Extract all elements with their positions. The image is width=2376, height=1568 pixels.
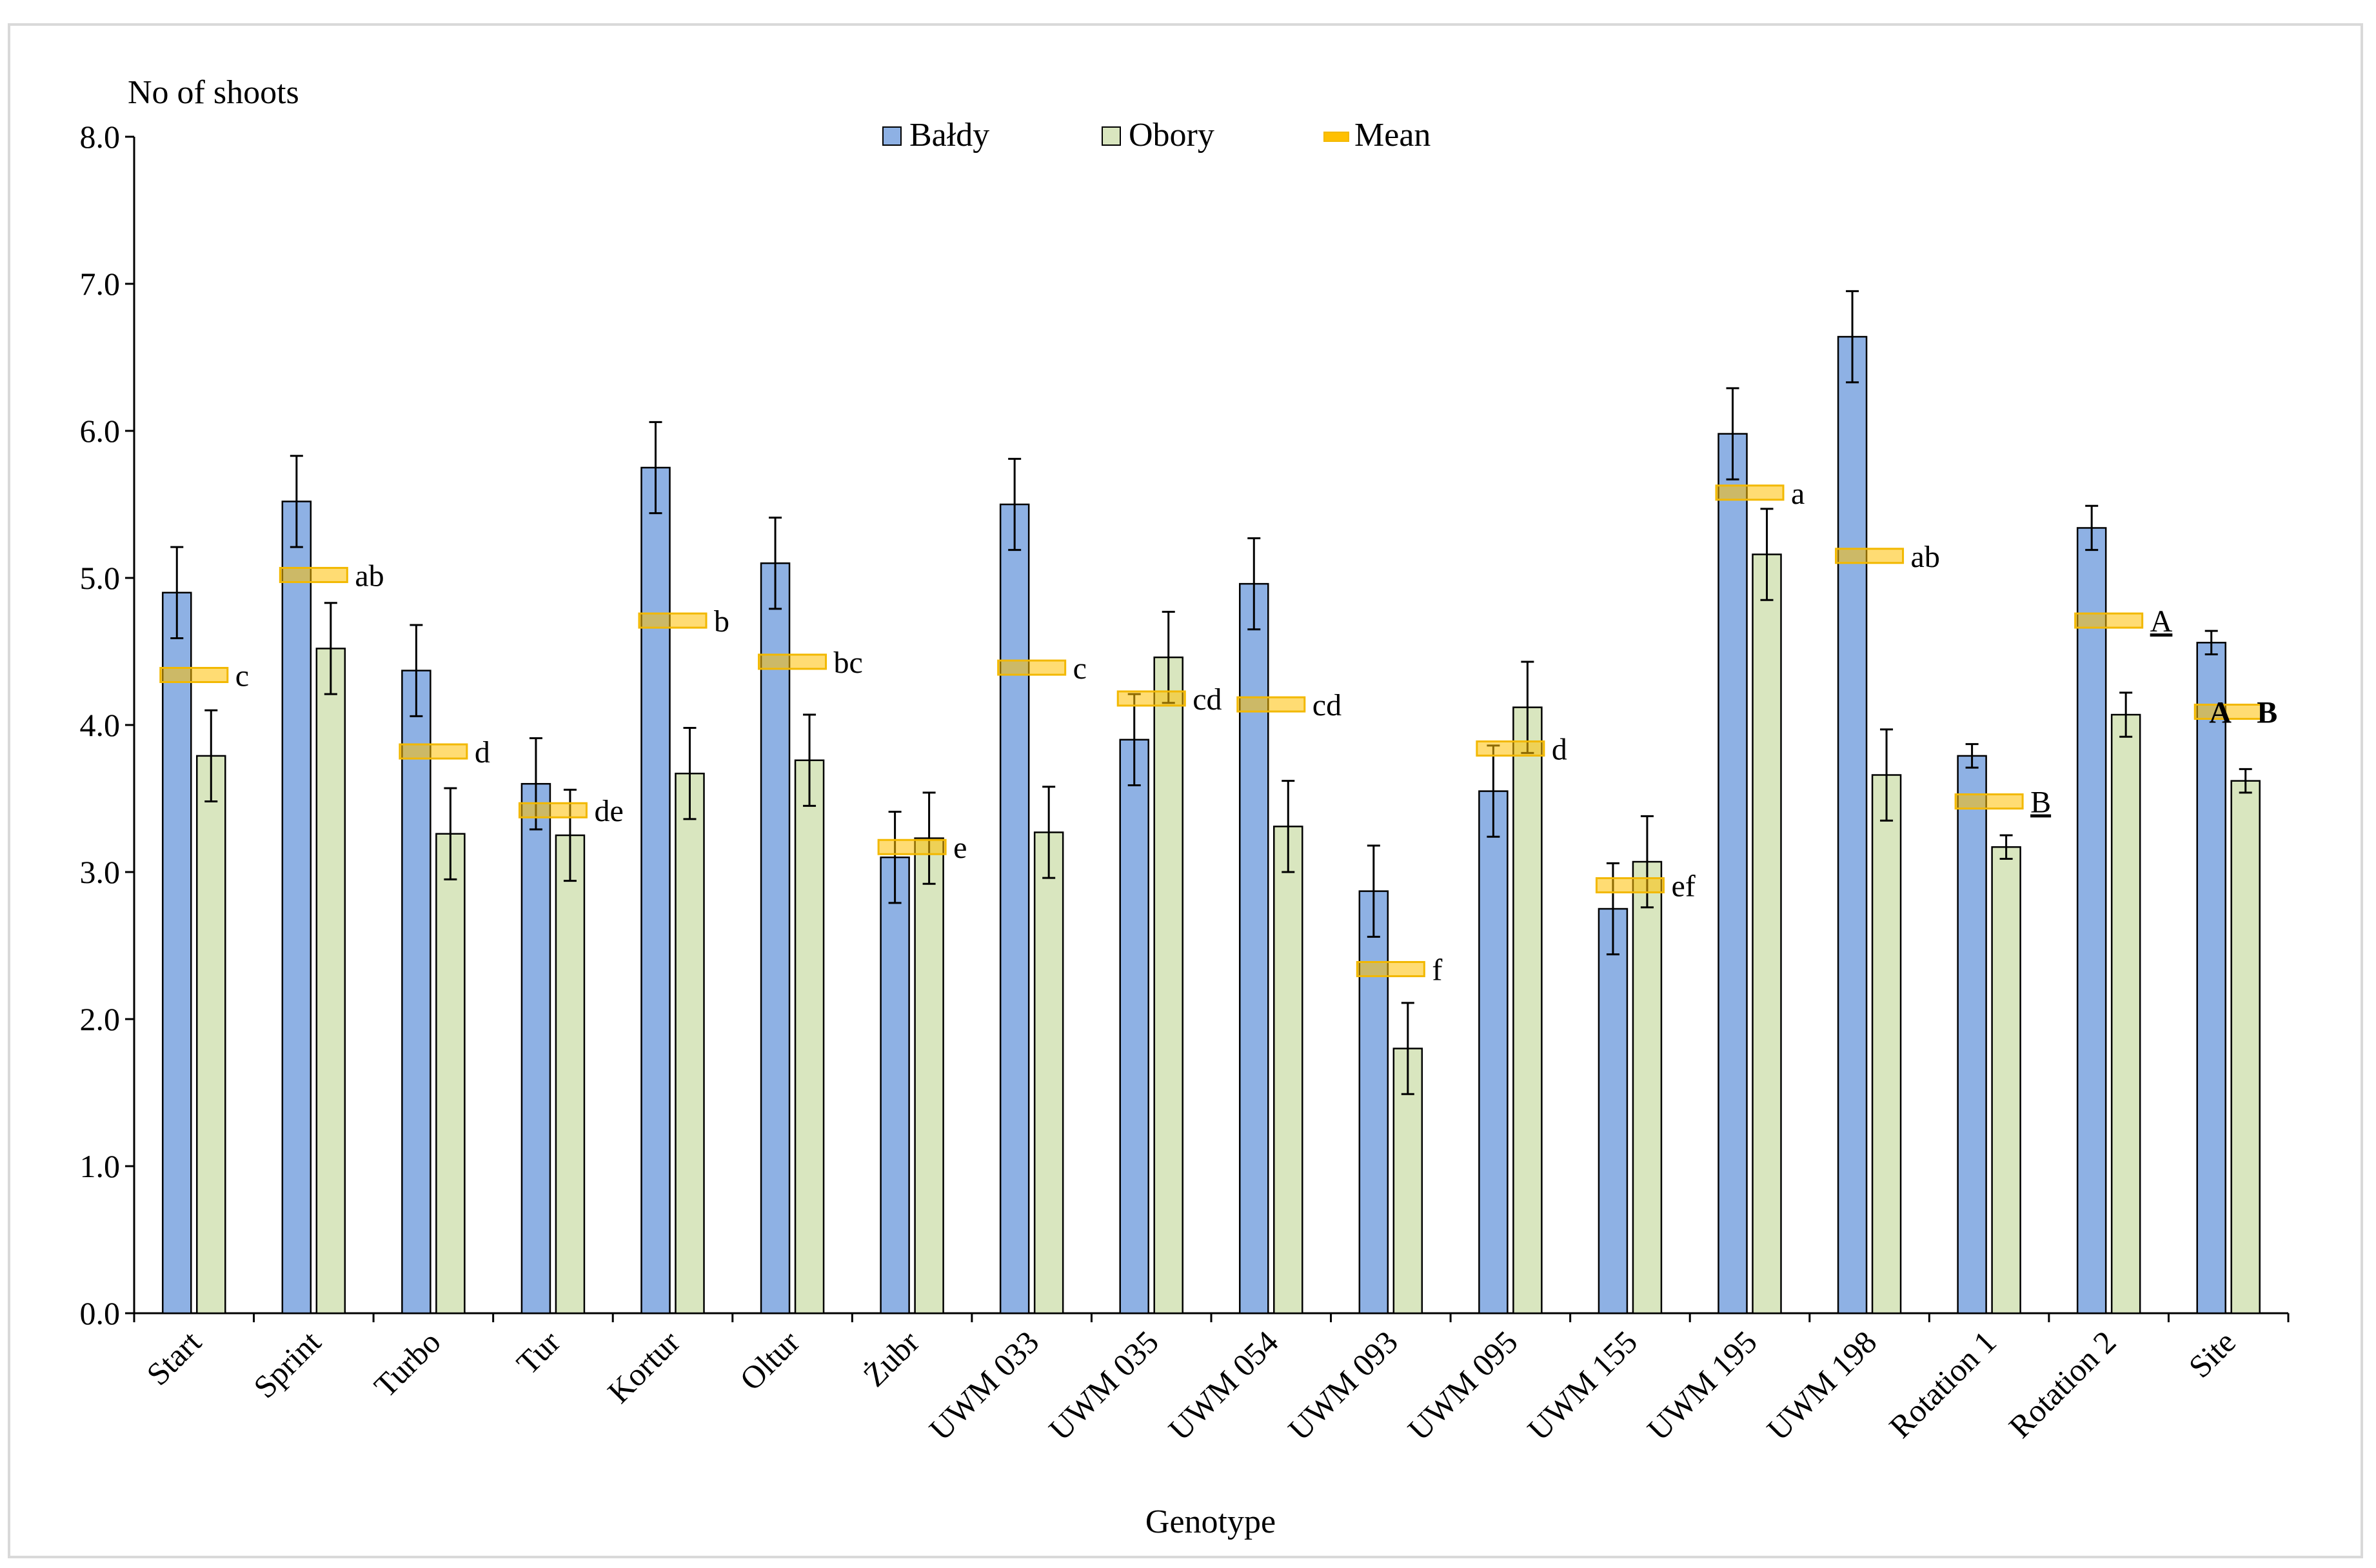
y-tick-label: 2.0 (80, 1001, 121, 1037)
mean-marker (2193, 703, 2263, 720)
legend-label-mean: Mean (1354, 117, 1431, 154)
bar-obory (2110, 713, 2141, 1315)
bar-obory (555, 834, 586, 1315)
bar-baldy (1598, 908, 1629, 1315)
bar-baldy (1478, 790, 1509, 1315)
bar-baldy (1718, 433, 1748, 1315)
mean-marker (1116, 690, 1186, 707)
bar-baldy (2076, 527, 2107, 1315)
legend-label-baldy: Bałdy (909, 117, 989, 154)
mean-marker (877, 839, 947, 855)
mean-letter-label: e (953, 831, 967, 865)
legend: Bałdy Obory Mean (882, 117, 1431, 154)
mean-marker (638, 612, 708, 629)
y-tick-label: 7.0 (80, 266, 121, 302)
bar-baldy (1358, 890, 1389, 1315)
y-tick-label: 3.0 (80, 854, 121, 890)
y-tick-label: 6.0 (80, 413, 121, 449)
chart-frame (8, 23, 2363, 1558)
bar-baldy (281, 501, 312, 1315)
legend-swatch-obory (1102, 126, 1121, 146)
mean-letter-label: cd (1312, 688, 1341, 722)
mean-letter-label: cd (1193, 682, 1222, 717)
bar-obory (1033, 831, 1064, 1315)
mean-marker (279, 566, 348, 583)
y-tick-label: 1.0 (80, 1148, 121, 1184)
y-tick-label: 4.0 (80, 707, 121, 743)
mean-marker (1835, 548, 1905, 564)
mean-letter-label: ef (1671, 869, 1695, 904)
y-tick-label: 0.0 (80, 1295, 121, 1331)
bar-obory (914, 837, 944, 1315)
bar-baldy (1239, 582, 1269, 1315)
mean-marker (159, 666, 229, 683)
mean-marker (1954, 793, 2024, 810)
mean-letter-label: ab (355, 559, 384, 593)
mean-marker (1236, 696, 1306, 713)
x-axis-title: Genotype (1145, 1503, 1276, 1540)
bar-obory (435, 833, 466, 1315)
bar-obory (1871, 774, 1902, 1315)
mean-letter-label: b (714, 604, 729, 639)
mean-letter-label: ab (1911, 540, 1940, 574)
bar-baldy (880, 856, 910, 1315)
bar-obory (315, 648, 346, 1315)
bar-obory (1632, 860, 1663, 1315)
bar-obory (1512, 706, 1543, 1315)
bar-baldy (520, 782, 551, 1315)
mean-marker (518, 802, 588, 819)
mean-letter-label: d (1552, 732, 1567, 766)
bar-obory (2230, 780, 2261, 1315)
mean-marker (758, 653, 827, 670)
bar-obory (794, 759, 825, 1315)
bar-baldy (1119, 739, 1149, 1315)
bar-baldy (760, 562, 791, 1315)
bar-baldy (162, 591, 192, 1315)
bar-obory (1273, 826, 1303, 1315)
mean-letter-label: bc (834, 646, 863, 680)
bar-obory (675, 772, 705, 1315)
mean-letter-label: a (1791, 477, 1805, 511)
bar-obory (1752, 553, 1782, 1315)
mean-letter-label: A B (2209, 695, 2277, 729)
bar-baldy (999, 503, 1030, 1315)
legend-swatch-mean (1323, 132, 1349, 142)
mean-marker (399, 743, 468, 760)
mean-marker (1356, 960, 1425, 977)
legend-swatch-baldy (882, 126, 902, 146)
y-tick-label: 8.0 (80, 119, 121, 155)
mean-marker (997, 659, 1067, 676)
mean-marker (1476, 740, 1545, 757)
mean-letter-label: c (1073, 651, 1087, 686)
mean-marker (1715, 484, 1785, 501)
bar-baldy (401, 670, 431, 1315)
mean-letter-label: f (1432, 953, 1442, 987)
mean-letter-label: d (475, 735, 490, 769)
y-tick-label: 5.0 (80, 560, 121, 596)
bar-baldy (640, 466, 671, 1315)
mean-letter-label: A (2150, 604, 2173, 639)
y-axis-title: No of shoots (128, 74, 299, 111)
mean-marker (1595, 877, 1665, 894)
mean-marker (2074, 612, 2144, 629)
legend-label-obory: Obory (1129, 117, 1214, 154)
mean-letter-label: c (235, 659, 249, 693)
bar-obory (1991, 846, 2021, 1315)
mean-letter-label: de (594, 794, 623, 828)
bar-obory (1153, 656, 1183, 1315)
bar-baldy (2196, 642, 2226, 1315)
bar-baldy (1957, 755, 1987, 1315)
bar-baldy (1837, 335, 1868, 1315)
bar-obory (196, 755, 226, 1315)
mean-letter-label: B (2030, 786, 2051, 820)
